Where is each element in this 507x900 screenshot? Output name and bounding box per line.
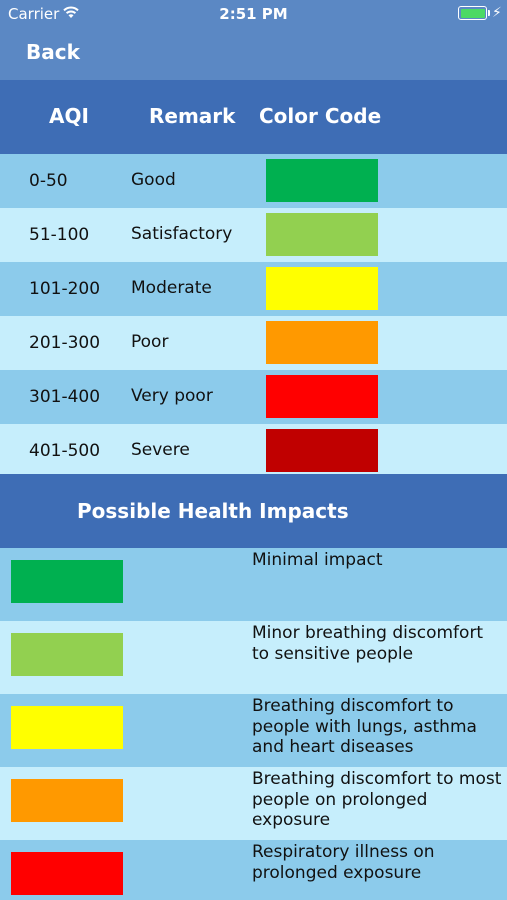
aqi-remark: Good [131, 170, 176, 190]
impact-row-moderate: Breathing discomfort to people with lung… [0, 694, 507, 767]
aqi-range: 201-300 [29, 333, 101, 353]
aqi-range: 0-50 [29, 171, 68, 191]
aqi-remark: Severe [131, 440, 190, 460]
color-swatch [266, 429, 378, 472]
aqi-row-poor: 201-300 Poor [0, 316, 507, 370]
status-time: 2:51 PM [219, 5, 288, 23]
color-swatch [11, 706, 123, 749]
aqi-table-header: AQI Remark Color Code [0, 80, 507, 154]
impact-text: Minor breathing discomfort to sensitive … [252, 623, 484, 664]
back-button[interactable]: Back [26, 40, 80, 64]
color-swatch [11, 852, 123, 895]
aqi-remark: Moderate [131, 278, 212, 298]
impact-text: Breathing discomfort to most people on p… [252, 769, 502, 830]
health-impacts-header: Possible Health Impacts [0, 474, 507, 548]
aqi-row-severe: 401-500 Severe [0, 424, 507, 474]
remark-column-header: Remark [149, 104, 236, 128]
status-bar: Carrier 2:51 PM ⚡ [0, 0, 507, 28]
impact-row-very-poor: Respiratory illness on prolonged exposur… [0, 840, 507, 900]
carrier-label: Carrier [8, 5, 60, 23]
charging-icon: ⚡ [492, 5, 502, 21]
impact-row-satisfactory: Minor breathing discomfort to sensitive … [0, 621, 507, 694]
color-swatch [11, 633, 123, 676]
impact-text: Breathing discomfort to people with lung… [252, 696, 477, 757]
color-swatch [266, 159, 378, 202]
color-code-column-header: Color Code [259, 104, 382, 128]
color-swatch [266, 375, 378, 418]
color-swatch [266, 321, 378, 364]
aqi-row-very-poor: 301-400 Very poor [0, 370, 507, 424]
health-impacts-title: Possible Health Impacts [77, 499, 349, 523]
aqi-range: 51-100 [29, 225, 90, 245]
aqi-row-good: 0-50 Good [0, 154, 507, 208]
aqi-range: 301-400 [29, 387, 101, 407]
impact-row-good: Minimal impact [0, 548, 507, 621]
battery-icon [458, 6, 487, 20]
aqi-row-satisfactory: 51-100 Satisfactory [0, 208, 507, 262]
wifi-icon [63, 6, 79, 18]
aqi-range: 401-500 [29, 441, 101, 461]
aqi-range: 101-200 [29, 279, 101, 299]
aqi-remark: Very poor [131, 386, 213, 406]
color-swatch [266, 213, 378, 256]
battery-cap [488, 10, 490, 16]
color-swatch [11, 560, 123, 603]
color-swatch [266, 267, 378, 310]
color-swatch [11, 779, 123, 822]
aqi-column-header: AQI [49, 104, 89, 128]
impact-text: Minimal impact [252, 550, 383, 570]
aqi-remark: Poor [131, 332, 169, 352]
impact-row-poor: Breathing discomfort to most people on p… [0, 767, 507, 840]
navigation-bar: Back [0, 28, 507, 80]
impact-text: Respiratory illness on prolonged exposur… [252, 842, 435, 883]
aqi-remark: Satisfactory [131, 224, 233, 244]
aqi-row-moderate: 101-200 Moderate [0, 262, 507, 316]
